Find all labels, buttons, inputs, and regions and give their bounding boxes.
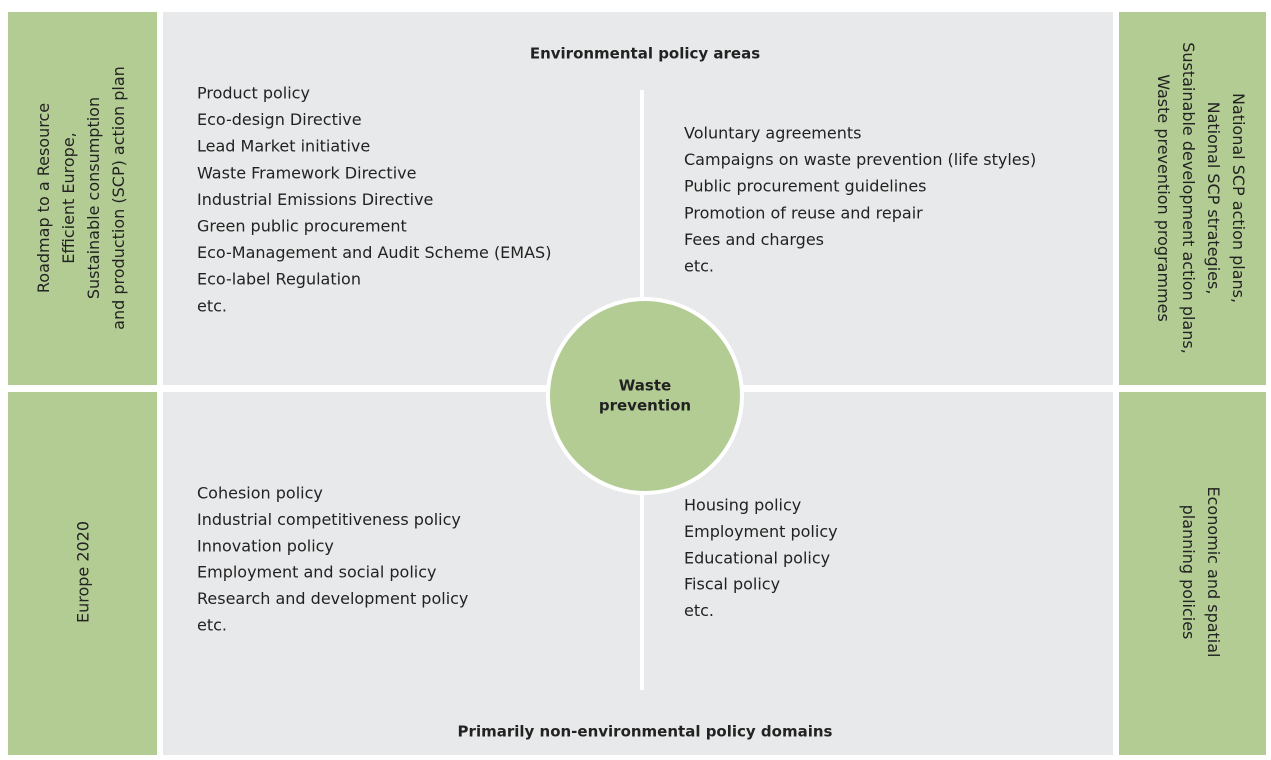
list-item: Employment and social policy [197,563,436,582]
list-item: etc. [197,296,227,315]
side-text: Europe 2020 [74,521,93,623]
texts: Product policy Eco-design Directive Lead M… [34,42,1248,657]
side-text: Roadmap to a Resource [34,103,53,293]
list-item: Fiscal policy [684,575,780,594]
list-item: etc. [684,601,714,620]
side-label: National SCP action plans, National SCP s… [1154,42,1248,354]
left-bottom-panel [8,392,157,755]
side-text: and production (SCP) action plan [109,66,128,330]
list-item: Green public procurement [197,217,407,236]
list-item: Innovation policy [197,536,334,555]
list-item: etc. [684,257,714,276]
side-text: Economic and spatial [1204,487,1223,658]
list-item: Cohesion policy [197,484,323,503]
side-text: National SCP action plans, [1229,93,1248,303]
list-item: Eco-Management and Audit Scheme (EMAS) [197,243,551,262]
list-item: Fees and charges [684,230,824,249]
list-item: Housing policy [684,496,801,515]
side-text: Efficient Europe, [59,132,78,264]
list-item: Waste Framework Directive [197,163,416,182]
list-item: Industrial competitiveness policy [197,510,461,529]
right-bottom-panel [1119,392,1266,755]
list-item: Employment policy [684,522,838,541]
list-item: etc. [197,616,227,635]
list-item: Eco-label Regulation [197,270,361,289]
list-item: Product policy [197,84,310,103]
top-title: Environmental policy areas [530,45,760,63]
list-item: Voluntary agreements [684,124,861,143]
center-text: prevention [599,397,691,415]
side-label: Roadmap to a Resource Efficient Europe, Su… [34,66,128,330]
list-item: Research and development policy [197,589,468,608]
side-text: Waste prevention programmes [1154,74,1173,322]
side-text: National SCP strategies, [1204,102,1223,295]
side-label: Economic and spatial planning policies [1179,487,1223,658]
right-top-panel [1119,12,1266,385]
list-item: Promotion of reuse and repair [684,203,923,222]
side-text: Sustainable development action plans, [1179,42,1198,354]
side-label: Europe 2020 [74,521,93,623]
center-label: Waste prevention [599,377,691,415]
bottom-title: Primarily non-environmental policy domai… [458,723,833,741]
list-item: Lead Market initiative [197,137,370,156]
center-circle [546,297,744,495]
list-item: Industrial Emissions Directive [197,190,433,209]
left-top-panel [8,12,157,385]
list-item: Educational policy [684,548,830,567]
list-item: Campaigns on waste prevention (life styl… [684,150,1036,169]
list-item: Eco-design Directive [197,110,362,129]
side-text: planning policies [1179,505,1198,640]
center-text: Waste [619,377,671,395]
side-text: Sustainable consumption [84,97,103,299]
list-item: Public procurement guidelines [684,177,927,196]
